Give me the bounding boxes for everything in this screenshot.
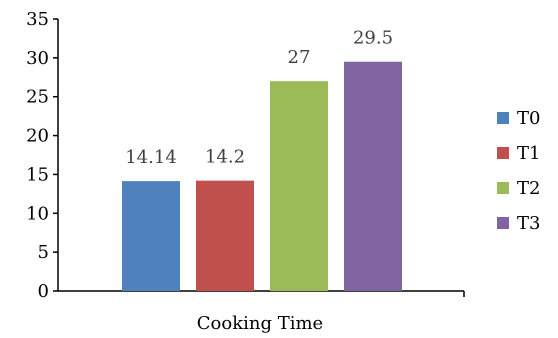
legend-swatch-t3 bbox=[497, 217, 509, 229]
y-tick-label: 30 bbox=[26, 48, 49, 69]
legend-swatch-t0 bbox=[497, 112, 509, 124]
data-labels: 14.14 14.2 27 29.5 bbox=[125, 28, 393, 168]
data-label-t3: 29.5 bbox=[353, 28, 393, 49]
x-axis-title: Cooking Time bbox=[197, 313, 323, 334]
y-tick-label: 25 bbox=[26, 87, 49, 108]
y-tick-label: 5 bbox=[38, 242, 49, 263]
y-tick-label: 10 bbox=[26, 203, 49, 224]
y-tick-label: 15 bbox=[26, 164, 49, 185]
legend-swatch-t1 bbox=[497, 147, 509, 159]
bar-t1 bbox=[196, 180, 254, 291]
y-axis: 0 5 10 15 20 25 30 35 bbox=[26, 9, 59, 302]
data-label-t1: 14.2 bbox=[205, 147, 245, 168]
data-label-t0: 14.14 bbox=[125, 147, 177, 168]
y-tick-label: 0 bbox=[38, 281, 49, 302]
bar-t0 bbox=[122, 181, 180, 291]
legend: T0 T1 T2 T3 bbox=[497, 108, 540, 234]
y-tick-label: 35 bbox=[26, 9, 49, 30]
legend-label-t3: T3 bbox=[517, 213, 540, 234]
x-axis bbox=[58, 290, 465, 297]
data-label-t2: 27 bbox=[288, 47, 311, 68]
legend-label-t1: T1 bbox=[517, 143, 540, 164]
bar-t3 bbox=[344, 61, 402, 291]
y-tick-label: 20 bbox=[26, 126, 49, 147]
bars bbox=[122, 61, 402, 292]
legend-label-t0: T0 bbox=[517, 108, 540, 129]
legend-label-t2: T2 bbox=[517, 178, 540, 199]
legend-swatch-t2 bbox=[497, 182, 509, 194]
bar-t2 bbox=[270, 81, 328, 292]
